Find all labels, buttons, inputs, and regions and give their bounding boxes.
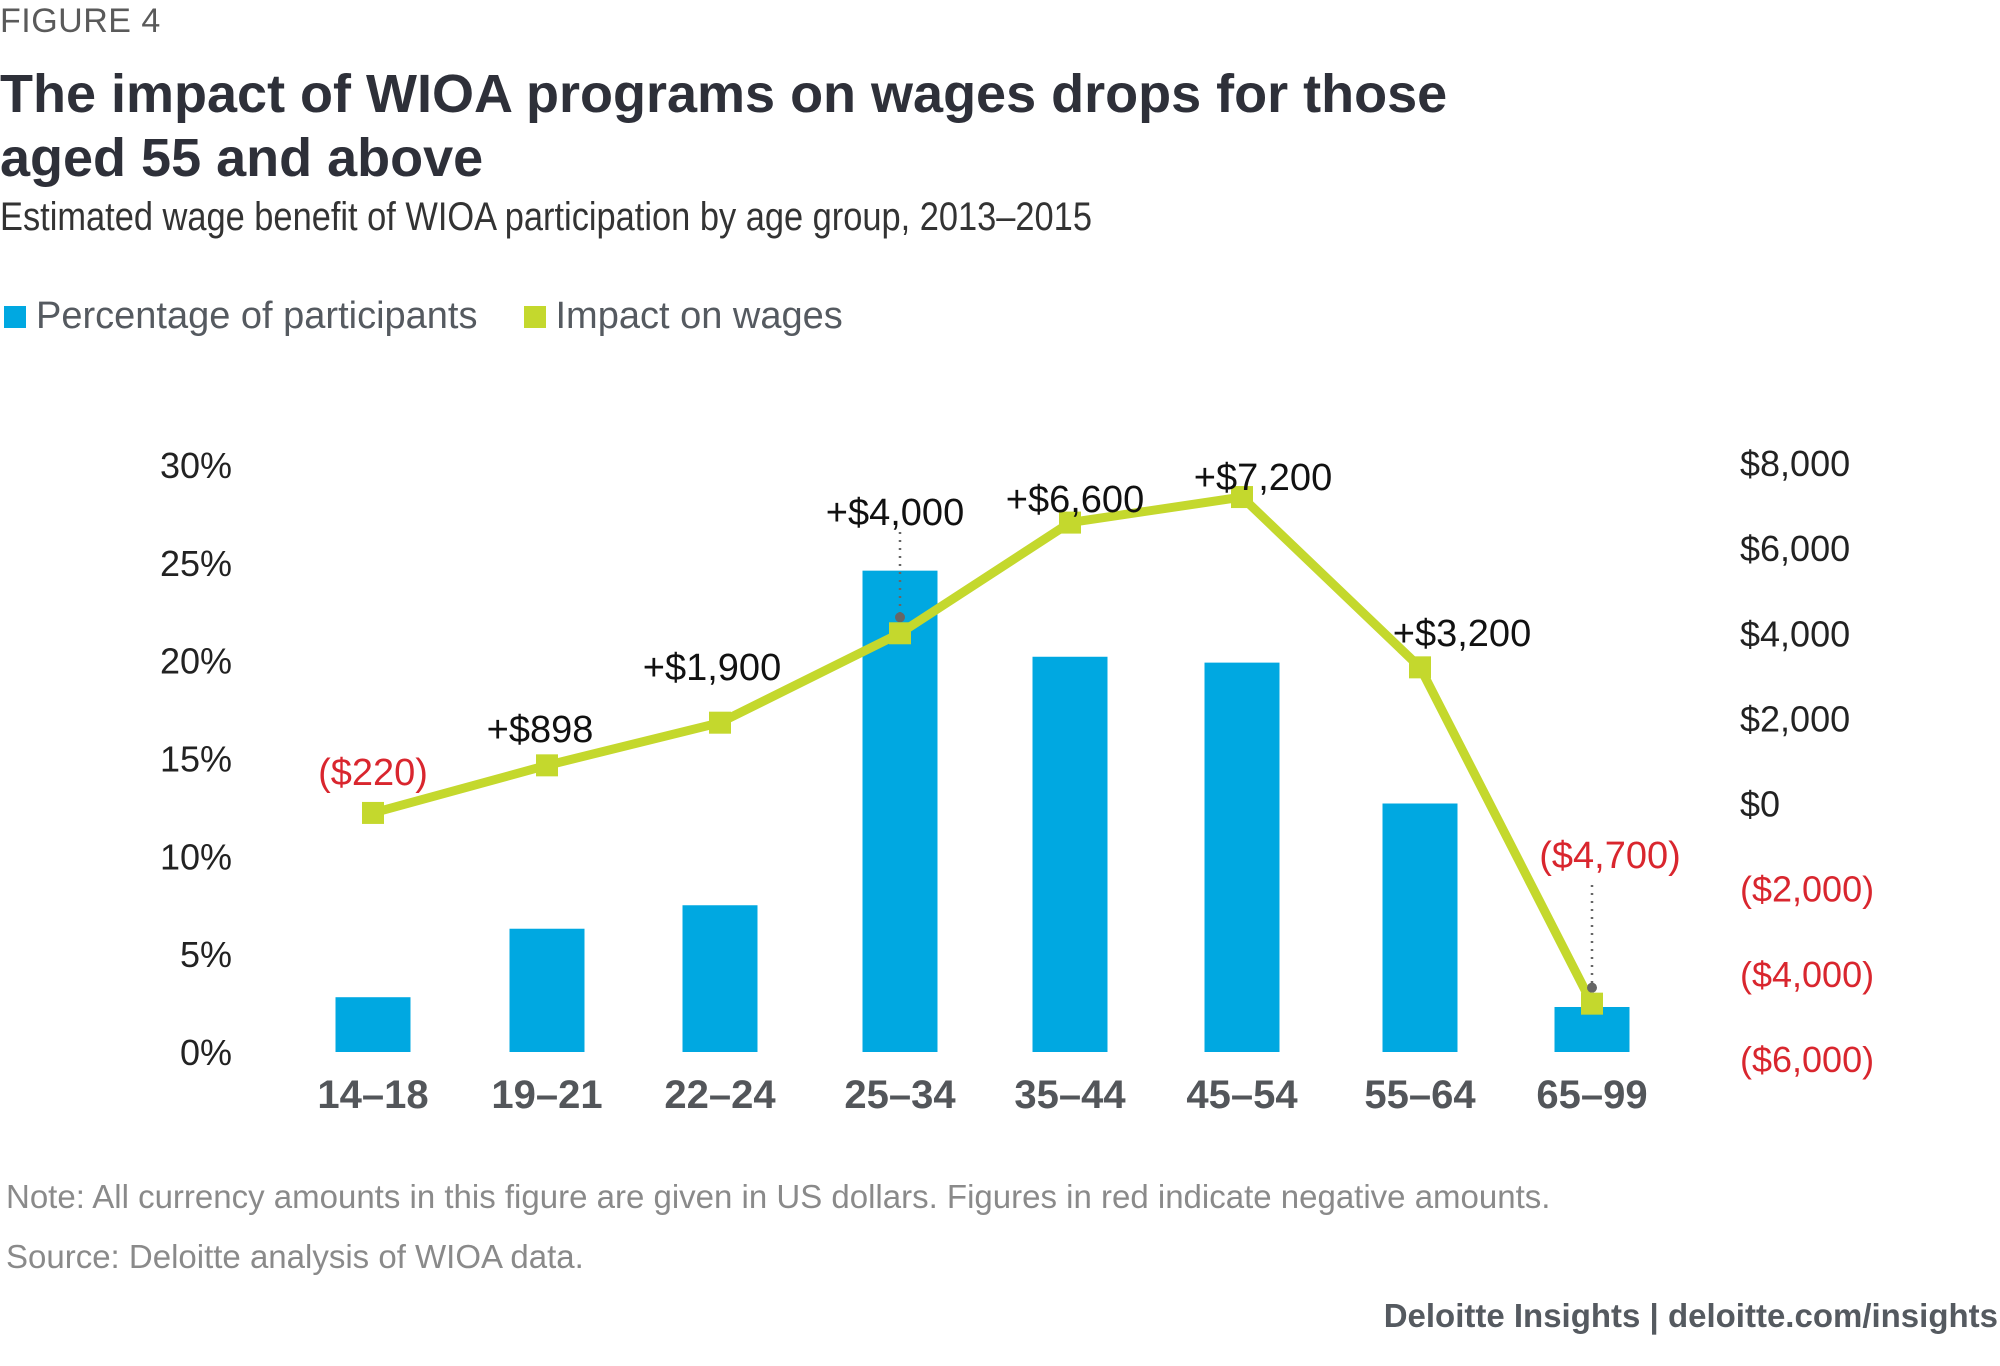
wage-marker-22–24 <box>709 711 731 734</box>
bar-35–44 <box>1032 656 1108 1052</box>
wage-data-label: ($4,700) <box>1539 835 1681 877</box>
right-axis-tick-label: $0 <box>1740 784 1780 825</box>
wage-data-label: +$7,200 <box>1194 457 1332 499</box>
right-axis-tick-label: $2,000 <box>1740 698 1850 739</box>
x-axis-tick-label: 22–24 <box>664 1073 776 1117</box>
wage-marker-25–34 <box>889 622 911 645</box>
chart-subtitle: Estimated wage benefit of WIOA participa… <box>0 195 1092 239</box>
legend-label: Impact on wages <box>555 295 843 337</box>
x-axis-tick-label: 65–99 <box>1536 1073 1647 1117</box>
right-axis-tick-label: $4,000 <box>1740 613 1850 654</box>
right-axis-tick-label: ($6,000) <box>1740 1039 1874 1080</box>
x-axis-tick-label: 45–54 <box>1186 1073 1298 1117</box>
legend-swatch-bar <box>4 305 26 328</box>
left-axis-tick-label: 5% <box>180 934 232 975</box>
right-axis-tick-label: ($2,000) <box>1740 869 1874 910</box>
wage-data-label: ($220) <box>318 752 428 794</box>
bar-25–34 <box>862 570 938 1052</box>
bar-22–24 <box>682 905 758 1052</box>
right-axis-tick-label: $8,000 <box>1740 443 1850 484</box>
brand-footer: Deloitte Insights | deloitte.com/insight… <box>1383 1297 1998 1334</box>
left-axis-tick-label: 20% <box>160 641 232 682</box>
wage-impact-line <box>371 492 1597 1006</box>
leader-dot <box>895 612 905 623</box>
x-axis-tick-label: 14–18 <box>317 1073 428 1117</box>
source-text: Source: Deloitte analysis of WIOA data. <box>6 1238 584 1275</box>
wage-marker-65–99 <box>1581 992 1603 1015</box>
bar-55–64 <box>1382 803 1458 1052</box>
wage-marker-19–21 <box>536 754 558 777</box>
left-axis-tick-label: 15% <box>160 739 232 780</box>
right-axis-tick-label: ($4,000) <box>1740 954 1874 995</box>
left-axis-tick-label: 30% <box>160 445 232 486</box>
left-axis-tick-label: 10% <box>160 836 232 877</box>
legend-item-participants: Percentage of participants <box>4 295 478 338</box>
legend-item-wages: Impact on wages <box>523 295 843 338</box>
legend-label: Percentage of participants <box>36 295 478 337</box>
x-axis-tick-label: 55–64 <box>1364 1073 1476 1117</box>
left-axis-tick-label: 25% <box>160 543 232 584</box>
legend: Percentage of participants Impact on wag… <box>4 295 889 338</box>
bar-45–54 <box>1204 662 1280 1052</box>
bar-14–18 <box>335 997 411 1052</box>
x-axis-tick-label: 25–34 <box>844 1073 956 1117</box>
note-text: Note: All currency amounts in this figur… <box>6 1178 1551 1215</box>
wage-marker-35–44 <box>1059 511 1081 534</box>
wage-data-label: +$4,000 <box>826 492 964 534</box>
chart-title: The impact of WIOA programs on wages dro… <box>0 64 1448 188</box>
leader-dot <box>1587 982 1597 993</box>
legend-swatch-line <box>523 305 546 328</box>
wage-data-label: +$898 <box>487 709 594 751</box>
bar-19–21 <box>509 928 585 1052</box>
wage-marker-55–64 <box>1409 656 1431 679</box>
left-axis-tick-label: 0% <box>180 1032 232 1073</box>
wage-data-label: +$6,600 <box>1006 479 1144 521</box>
x-axis-tick-label: 19–21 <box>491 1073 602 1117</box>
wage-data-label: +$1,900 <box>643 647 781 689</box>
right-axis-tick-label: $6,000 <box>1740 528 1850 569</box>
wage-data-label: +$3,200 <box>1393 613 1531 655</box>
x-axis-tick-label: 35–44 <box>1014 1073 1126 1117</box>
wage-marker-14–18 <box>362 801 384 824</box>
wage-marker-45–54 <box>1231 486 1253 509</box>
figure-label: FIGURE 4 <box>0 2 161 40</box>
